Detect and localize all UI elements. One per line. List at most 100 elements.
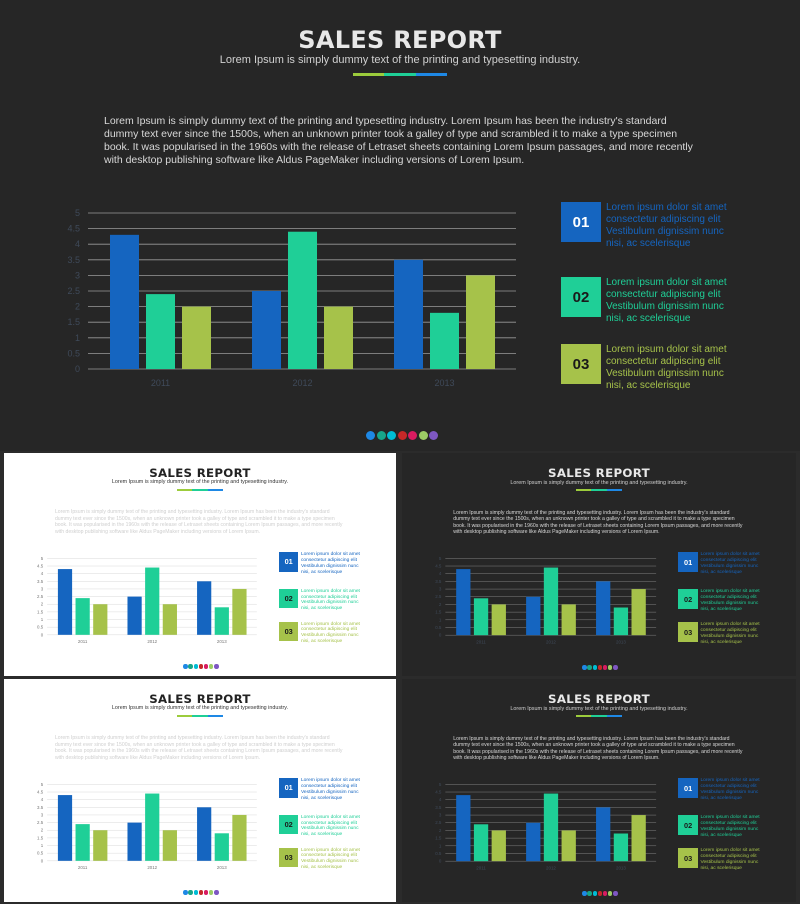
bar-2012-s3 bbox=[561, 830, 576, 862]
slide-title: SALES REPORT bbox=[149, 465, 251, 480]
x-tick-label: 2012 bbox=[546, 640, 556, 645]
page-dot-4[interactable] bbox=[597, 891, 603, 896]
x-tick-label: 2013 bbox=[217, 865, 227, 870]
page-dot-6[interactable] bbox=[418, 431, 428, 440]
page-dot-1[interactable] bbox=[582, 665, 587, 670]
page-dot-4[interactable] bbox=[198, 664, 204, 669]
x-tick-label: 2013 bbox=[616, 866, 626, 871]
bar-2012-s2 bbox=[288, 231, 317, 369]
page-dot-3[interactable] bbox=[387, 431, 396, 440]
legend-box-02: 02 bbox=[678, 589, 698, 610]
y-tick-label: 2.5 bbox=[435, 820, 442, 825]
page-dot-5[interactable] bbox=[408, 431, 417, 440]
page-dot-5[interactable] bbox=[602, 891, 608, 896]
legend-box-02: 02 bbox=[561, 277, 601, 317]
page-dot-3[interactable] bbox=[592, 891, 597, 896]
page-dot-3[interactable] bbox=[193, 664, 199, 669]
bar-2012-s2 bbox=[543, 567, 559, 636]
bar-2013-s1 bbox=[197, 581, 212, 635]
y-tick-label: 0 bbox=[75, 364, 80, 374]
underline-segment bbox=[207, 714, 223, 717]
y-tick-label: 0 bbox=[41, 858, 44, 863]
underline-segment bbox=[415, 73, 447, 76]
page-dot-5[interactable] bbox=[203, 664, 209, 669]
slide-2[interactable]: SALES REPORT Lorem Ipsum is simply dummy … bbox=[4, 453, 396, 676]
page-dot-1[interactable] bbox=[183, 664, 188, 669]
underline-segment bbox=[192, 714, 208, 717]
bar-2013-s2 bbox=[214, 833, 229, 861]
page-dot-7[interactable] bbox=[613, 665, 618, 670]
slide-1[interactable]: SALES REPORT Lorem Ipsum is simply dummy … bbox=[0, 0, 800, 451]
slide-3[interactable]: SALES REPORT Lorem Ipsum is simply dummy … bbox=[402, 453, 796, 676]
page-dot-5[interactable] bbox=[203, 890, 209, 895]
slide-subtitle: Lorem Ipsum is simply dummy text of the … bbox=[111, 705, 289, 712]
legend-box-01: 01 bbox=[278, 777, 299, 798]
page-dot-1[interactable] bbox=[582, 891, 587, 896]
legend-text-01: Lorem ipsum dolor sit amet consectetur a… bbox=[300, 551, 360, 575]
page-dot-1[interactable] bbox=[183, 890, 188, 895]
legend-box-01: 01 bbox=[561, 202, 601, 242]
page-dot-7[interactable] bbox=[214, 664, 219, 669]
page-dot-2[interactable] bbox=[587, 665, 592, 670]
slide-4[interactable]: SALES REPORT Lorem Ipsum is simply dummy … bbox=[4, 679, 396, 902]
y-tick-label: 2 bbox=[41, 828, 44, 833]
bar-2011-s3 bbox=[491, 830, 506, 862]
pagination-dots[interactable] bbox=[183, 890, 219, 895]
bar-2013-s2 bbox=[214, 607, 229, 635]
page-dot-4[interactable] bbox=[597, 665, 603, 670]
pagination-dots[interactable] bbox=[366, 431, 438, 440]
page-dot-2[interactable] bbox=[587, 891, 592, 896]
title-underline bbox=[176, 714, 223, 717]
slide-5[interactable]: SALES REPORT Lorem Ipsum is simply dummy … bbox=[402, 679, 796, 902]
page-dot-2[interactable] bbox=[376, 431, 386, 440]
y-tick-label: 5 bbox=[41, 556, 44, 561]
page-dot-3[interactable] bbox=[193, 890, 199, 895]
bar-chart: 0 0.5 1 1.5 2 2.5 3 3.5 4 4.5 5 2011 2012 2013 bbox=[37, 556, 257, 644]
y-tick-label: 4.5 bbox=[37, 563, 44, 568]
bar-2011-s1 bbox=[456, 795, 471, 862]
bar-2013-s3 bbox=[631, 589, 646, 636]
bar-chart: 0 0.5 1 1.5 2 2.5 3 3.5 4 4.5 5 2011 2012 2013 bbox=[67, 208, 516, 388]
page-dot-6[interactable] bbox=[608, 665, 613, 670]
page-dot-6[interactable] bbox=[209, 664, 214, 669]
x-tick-label: 2011 bbox=[476, 640, 486, 645]
bar-2013-s1 bbox=[596, 581, 611, 636]
page-dot-1[interactable] bbox=[366, 431, 375, 440]
legend-text-01: Lorem ipsum dolor sit amet consectetur a… bbox=[700, 778, 760, 802]
bar-2012-s1 bbox=[252, 291, 281, 369]
x-tick-label: 2013 bbox=[217, 639, 227, 644]
bar-2013-s1 bbox=[197, 807, 212, 861]
y-tick-label: 2.5 bbox=[37, 594, 44, 599]
page-dot-4[interactable] bbox=[198, 890, 204, 895]
y-tick-label: 1 bbox=[439, 617, 442, 622]
pagination-dots[interactable] bbox=[183, 664, 219, 669]
y-tick-label: 2 bbox=[439, 602, 442, 607]
page-dot-2[interactable] bbox=[188, 890, 193, 895]
pagination-dots[interactable] bbox=[582, 665, 618, 670]
y-tick-label: 0.5 bbox=[67, 348, 80, 358]
bar-2012-s3 bbox=[162, 830, 177, 861]
page-dot-6[interactable] bbox=[209, 890, 214, 895]
bar-2011-s2 bbox=[75, 598, 90, 635]
pagination-dots[interactable] bbox=[582, 891, 618, 896]
page-dot-3[interactable] bbox=[592, 665, 597, 670]
y-tick-label: 5 bbox=[439, 782, 442, 787]
legend-text-03: Lorem ipsum dolor sit amet consectetur a… bbox=[700, 848, 760, 872]
page-dot-7[interactable] bbox=[214, 890, 219, 895]
title-underline bbox=[353, 73, 447, 76]
page-dot-5[interactable] bbox=[602, 665, 608, 670]
page-dot-7[interactable] bbox=[613, 891, 618, 896]
y-tick-label: 3.5 bbox=[435, 805, 442, 810]
body-paragraph: Lorem Ipsum is simply dummy text of the … bbox=[453, 509, 743, 535]
page-dot-2[interactable] bbox=[188, 664, 193, 669]
y-tick-label: 3 bbox=[439, 813, 442, 818]
bar-2012-s1 bbox=[526, 596, 541, 636]
bar-2012-s3 bbox=[324, 306, 353, 369]
y-tick-label: 1.5 bbox=[435, 610, 442, 615]
y-tick-label: 5 bbox=[41, 782, 44, 787]
page-dot-6[interactable] bbox=[608, 891, 613, 896]
legend-box-03: 03 bbox=[278, 621, 299, 642]
page-dot-7[interactable] bbox=[429, 431, 438, 440]
page-dot-4[interactable] bbox=[397, 431, 407, 440]
y-tick-label: 3.5 bbox=[67, 255, 80, 265]
